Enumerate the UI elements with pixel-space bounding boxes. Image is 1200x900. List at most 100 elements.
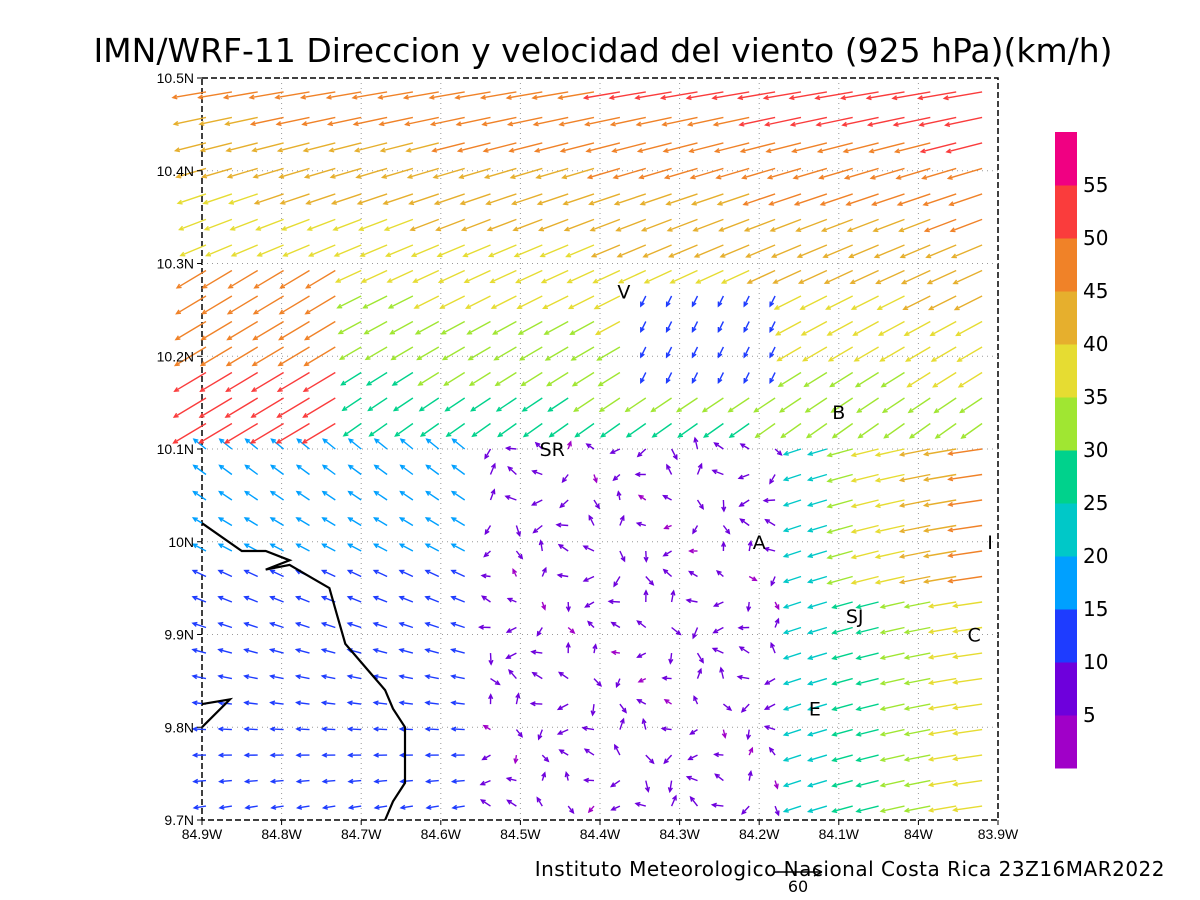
wind-vector [855, 601, 879, 610]
wind-vector [806, 754, 828, 762]
wind-vector-head [841, 121, 848, 127]
wind-vector [842, 142, 879, 154]
wind-vector-shaft [201, 320, 233, 341]
wind-vector-head [507, 466, 513, 472]
wind-vector-shaft [425, 543, 440, 552]
wind-vector [567, 440, 572, 450]
wind-vector [689, 167, 724, 180]
wind-vector-head [665, 326, 671, 333]
wind-vector-shaft [400, 728, 413, 731]
wind-vector-shaft [441, 320, 466, 335]
wind-vector-shaft [739, 646, 750, 654]
wind-vector-shaft [824, 269, 853, 284]
wind-vector [716, 193, 750, 206]
wind-vector-head [692, 226, 699, 232]
wind-vector-head [372, 595, 379, 601]
wind-vector [243, 621, 258, 629]
wind-vector [192, 778, 207, 784]
wind-vector-shaft [876, 269, 905, 284]
wind-vector [898, 218, 931, 233]
wind-vector-shaft [907, 371, 931, 388]
wind-vector [481, 116, 517, 127]
wind-vector-head [918, 121, 925, 127]
wind-vector [416, 346, 440, 361]
wind-vector-head [799, 305, 806, 310]
wind-vector [459, 193, 491, 206]
wind-vector [199, 142, 233, 153]
wind-vector [295, 778, 310, 784]
wind-vector-head [543, 756, 550, 763]
wind-vector-shaft [592, 244, 621, 258]
wind-vector-shaft [797, 244, 828, 258]
wind-vector [873, 244, 905, 259]
wind-vector-head [372, 621, 379, 627]
wind-vector-shaft [776, 320, 802, 336]
wind-vector [584, 116, 621, 127]
wind-vector [521, 397, 543, 412]
wind-vector-shaft [507, 466, 517, 476]
wind-vector-shaft [497, 422, 517, 437]
wind-vector-head [347, 517, 354, 522]
wind-vector-head [433, 200, 440, 206]
wind-vector [380, 167, 414, 179]
wind-vector [191, 726, 207, 732]
wind-vector [530, 499, 543, 506]
wind-vector-shaft [176, 167, 207, 178]
wind-vector-shaft [808, 779, 828, 787]
wind-vector-head [782, 629, 789, 635]
wind-vector [933, 397, 957, 414]
wind-vector [659, 91, 698, 101]
wind-vector-head [217, 621, 224, 627]
wind-vector [611, 142, 646, 153]
wind-vector-head [346, 700, 353, 706]
wind-vector [198, 116, 233, 126]
wind-vector [192, 464, 207, 476]
wind-vector-shaft [369, 422, 388, 437]
wind-vector-head [303, 173, 310, 179]
wind-vector-shaft [199, 116, 233, 125]
wind-vector [610, 621, 621, 629]
wind-vector [898, 575, 931, 585]
wind-vector-shaft [244, 622, 258, 629]
wind-vector-shaft [929, 295, 957, 311]
wind-vector [671, 626, 682, 636]
wind-vector-shaft [218, 543, 233, 552]
wind-vector [777, 371, 802, 388]
wind-vector-shaft [425, 596, 440, 603]
wind-vector-head [582, 577, 589, 582]
wind-vector-head [320, 700, 327, 706]
wind-vector [866, 116, 905, 127]
wind-vector [278, 167, 310, 179]
wind-vector-shaft [856, 601, 879, 609]
wind-vector [717, 372, 725, 384]
wind-vector-shaft [924, 524, 957, 532]
wind-vector-head [782, 756, 789, 762]
wind-vector-head [896, 201, 903, 206]
wind-vector [693, 436, 699, 450]
wind-vector-head [565, 252, 572, 258]
wind-vector-shaft [827, 448, 853, 457]
colorbar-swatch [1055, 238, 1077, 292]
wind-vector-shaft [374, 491, 388, 501]
wind-vector-shaft [176, 269, 207, 289]
wind-vector-head [517, 553, 524, 560]
wind-vector-head [587, 807, 594, 814]
wind-vector-head [515, 692, 521, 699]
wind-vector-head [224, 412, 231, 418]
wind-vector-shaft [769, 193, 802, 206]
wind-vector-head [778, 407, 785, 413]
wind-vector-shaft [218, 596, 233, 603]
wind-vector [295, 595, 310, 603]
wind-vector-head [927, 680, 934, 686]
wind-vector [303, 167, 336, 179]
wind-vector [481, 754, 491, 761]
wind-vector-shaft [347, 622, 362, 629]
wind-vector-head [772, 279, 779, 284]
wind-vector [301, 116, 336, 127]
wind-vector-shaft [334, 244, 362, 257]
wind-vector-shaft [179, 218, 207, 231]
wind-vector [530, 649, 543, 655]
wind-vector [558, 116, 595, 127]
wind-vector [364, 346, 388, 361]
wind-vector [619, 550, 626, 563]
